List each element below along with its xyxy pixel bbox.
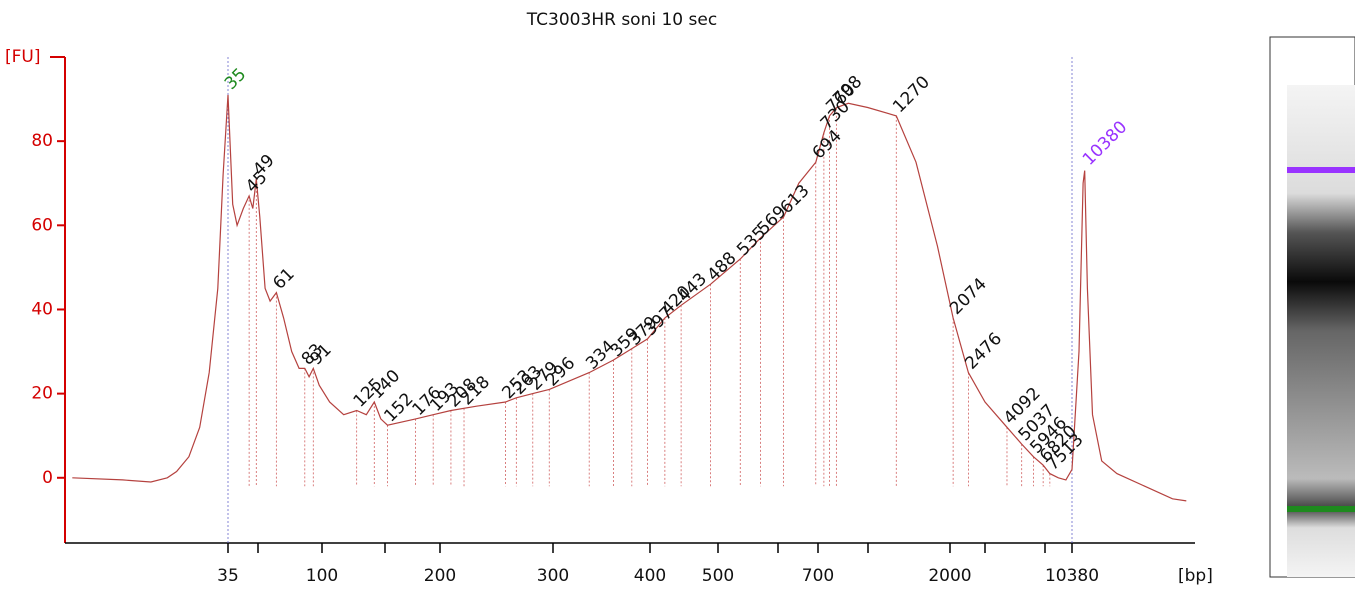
y-tick-label: 60	[31, 215, 53, 235]
gel-lane	[1287, 85, 1355, 577]
peak-label: 694	[809, 126, 846, 163]
y-tick-label: 0	[42, 468, 53, 488]
x-tick-label: 400	[634, 566, 666, 586]
gel-lower-marker	[1287, 506, 1355, 512]
peak-label: 488	[704, 248, 741, 285]
trace	[72, 94, 1187, 502]
peak-label: 2476	[961, 329, 1006, 374]
x-tick-label: 700	[802, 566, 834, 586]
y-tick-label: 20	[31, 384, 53, 404]
gel-upper-marker	[1287, 167, 1355, 173]
peak-label: 61	[269, 264, 298, 293]
marker-label: 10380	[1079, 117, 1131, 169]
x-tick-label: 500	[702, 566, 734, 586]
y-tick-label: 40	[31, 299, 53, 319]
peak-label: 1270	[889, 72, 934, 117]
x-tick-label: 300	[537, 566, 569, 586]
x-tick-label: 100	[306, 566, 338, 586]
x-axis-label: [bp]	[1178, 566, 1213, 586]
peak-label: 2074	[946, 274, 991, 319]
y-axis-label: [FU]	[5, 47, 41, 67]
x-tick-label: 10380	[1045, 566, 1099, 586]
chart-title: TC3003HR soni 10 sec	[526, 10, 717, 30]
x-tick-label: 35	[217, 566, 239, 586]
marker-label: 35	[221, 64, 250, 93]
x-tick-label: 2000	[928, 566, 971, 586]
y-tick-label: 80	[31, 131, 53, 151]
x-tick-label: 200	[424, 566, 456, 586]
